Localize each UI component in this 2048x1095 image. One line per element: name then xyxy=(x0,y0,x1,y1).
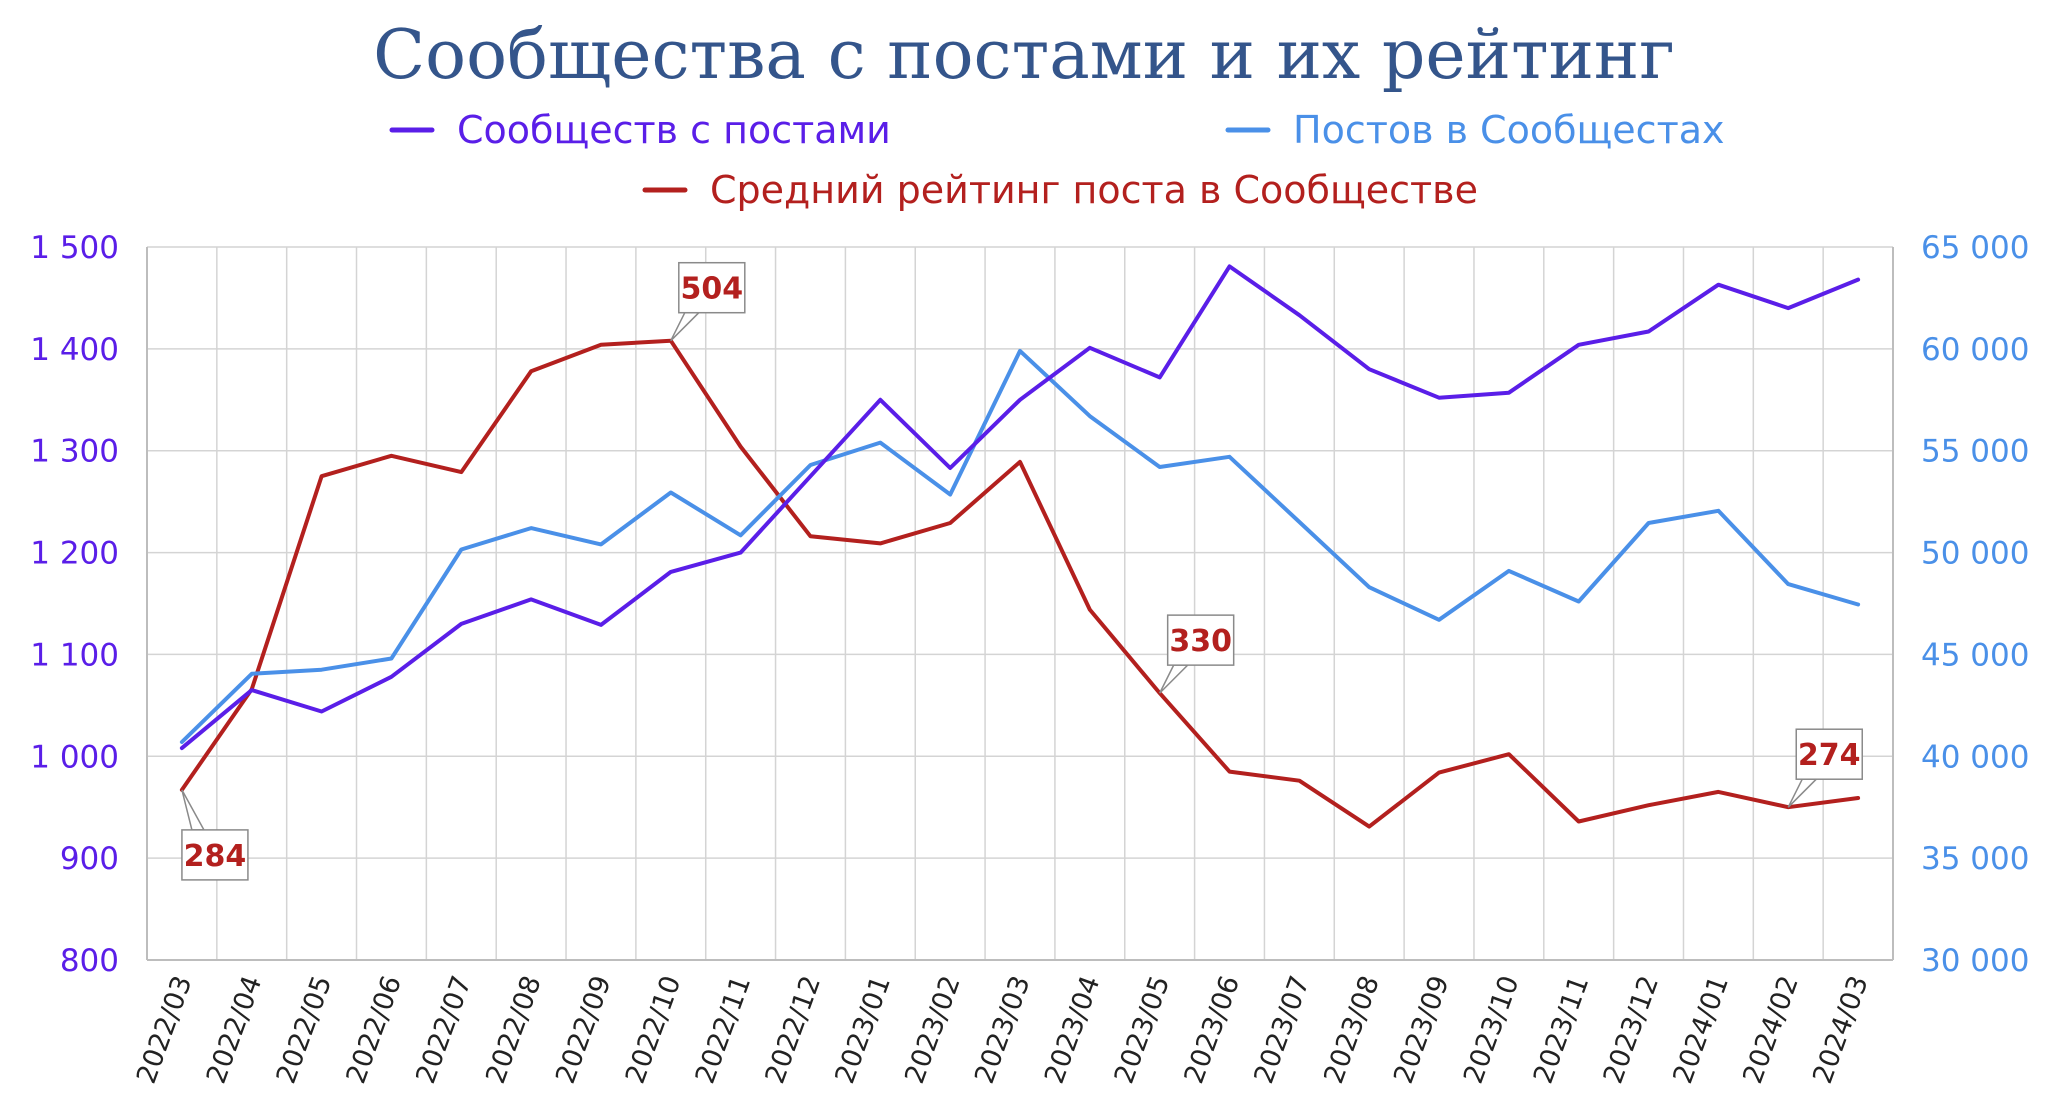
x-axis-tick-label: 2022/11 xyxy=(690,972,757,1088)
annotation-box xyxy=(678,261,746,314)
annotation-box xyxy=(1166,614,1235,666)
x-axis-tick-label: 2022/09 xyxy=(550,972,617,1088)
right-axis-tick-label: 40 000 xyxy=(1921,739,2029,775)
x-axis-tick-label: 2024/01 xyxy=(1667,972,1734,1088)
right-axis-tick-label: 55 000 xyxy=(1921,434,2029,470)
x-axis-tick-label: 2022/08 xyxy=(480,972,547,1088)
right-axis-tick-label: 50 000 xyxy=(1921,536,2029,572)
legend-item-communities-with-posts: Сообществ с постами xyxy=(389,108,891,152)
x-axis-tick-label: 2023/11 xyxy=(1528,972,1595,1088)
right-axis-tick-label: 65 000 xyxy=(1921,230,2029,266)
series-line-communities-with-posts xyxy=(179,264,1861,751)
left-axis-tick-label: 1 300 xyxy=(30,434,119,470)
x-axis-tick-label: 2023/01 xyxy=(829,972,896,1088)
x-axis-tick-label: 2024/03 xyxy=(1807,972,1874,1088)
legend-label: Сообществ с постами xyxy=(457,108,891,152)
legend-item-posts-in-communities: Постов в Сообщестах xyxy=(1225,108,1725,152)
data-annotations: 284 504 330 274 xyxy=(181,261,1863,881)
x-axis-tick-label: 2023/06 xyxy=(1179,972,1246,1088)
annotation-callout: 504 xyxy=(670,261,746,342)
annotation-callout: 284 xyxy=(181,789,249,881)
x-axis-tick-label: 2022/03 xyxy=(131,972,198,1088)
right-axis-tick-label: 35 000 xyxy=(1921,841,2029,877)
x-axis-tick-label: 2023/08 xyxy=(1318,972,1385,1088)
x-axis-tick-label: 2022/04 xyxy=(201,972,268,1088)
x-axis-tick-label: 2023/03 xyxy=(969,972,1036,1088)
left-axis-tick-label: 1 000 xyxy=(30,739,119,775)
left-axis-tick-label: 1 200 xyxy=(30,536,119,572)
annotation-box xyxy=(181,829,249,881)
left-axis-tick-label: 1 100 xyxy=(30,637,119,673)
x-axis-tick-label: 2023/10 xyxy=(1458,972,1525,1088)
x-axis-tick-label: 2022/10 xyxy=(620,972,687,1088)
left-axis-tick-label: 800 xyxy=(60,943,119,979)
plot-area xyxy=(147,247,1893,960)
right-axis-tick-label: 45 000 xyxy=(1921,637,2029,673)
series-line-posts-in-communities xyxy=(179,348,1861,744)
chart-legend: Сообществ с постами Постов в Сообщестах Ср… xyxy=(389,108,1725,212)
series-lines xyxy=(179,264,1861,829)
series-line-average-post-rating xyxy=(179,338,1861,829)
chart-title: Сообщества с постами и их рейтинг xyxy=(373,16,1675,95)
left-axis-tick-label: 1 400 xyxy=(30,332,119,368)
x-axis-tick-label: 2023/07 xyxy=(1248,972,1315,1088)
annotation-box xyxy=(1795,728,1863,780)
annotation-label: 274 xyxy=(1798,738,1861,773)
annotation-label: 284 xyxy=(184,839,247,874)
annotation-callout: 330 xyxy=(1159,614,1235,694)
annotation-callout: 274 xyxy=(1787,728,1863,808)
x-axis-tick-label: 2024/02 xyxy=(1737,972,1804,1088)
x-axis-tick-label: 2022/06 xyxy=(341,972,408,1088)
annotation-label: 330 xyxy=(1169,624,1232,659)
x-axis-tick-label: 2022/05 xyxy=(271,972,338,1088)
x-axis-tick-label: 2022/12 xyxy=(760,972,827,1088)
x-axis-tick-label: 2023/02 xyxy=(899,972,966,1088)
x-axis-tick-label: 2022/07 xyxy=(410,972,477,1088)
grid-lines xyxy=(146,246,1894,961)
left-axis-tick-label: 1 500 xyxy=(30,230,119,266)
legend-item-average-post-rating: Средний рейтинг поста в Сообществе xyxy=(642,168,1478,212)
x-axis-tick-label: 2023/09 xyxy=(1388,972,1455,1088)
right-axis-tick-label: 30 000 xyxy=(1921,943,2029,979)
x-axis-tick-label: 2023/12 xyxy=(1598,972,1665,1088)
x-axis-tick-label: 2023/04 xyxy=(1039,972,1106,1088)
right-axis-tick-label: 60 000 xyxy=(1921,332,2029,368)
plot-background xyxy=(147,247,1893,960)
legend-label: Средний рейтинг поста в Сообществе xyxy=(710,168,1478,212)
legend-label: Постов в Сообщестах xyxy=(1293,108,1725,152)
x-axis-tick-label: 2023/05 xyxy=(1109,972,1176,1088)
left-axis-tick-label: 900 xyxy=(60,841,119,877)
annotation-label: 504 xyxy=(680,272,743,307)
